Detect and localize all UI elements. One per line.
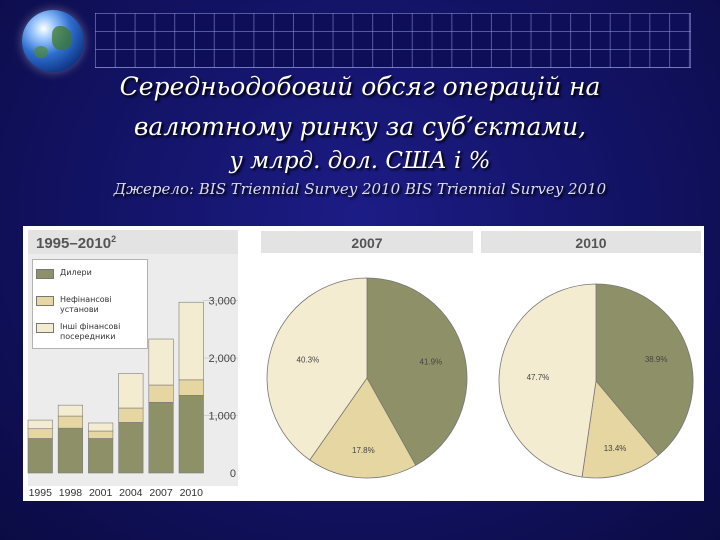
pie-header-2010 [481, 231, 701, 253]
bar-segment-1998-1 [57, 415, 84, 429]
bar-segment-2004-0 [118, 422, 144, 474]
legend-label-other-financial: Інші фінансові посередники [60, 322, 121, 341]
bar-chart-title: 1995–20102 [36, 234, 116, 252]
y-tick-label: 2,000 [208, 353, 236, 365]
chart-panel: 1995–20102 0 1,000 2,000 3,000 1995 1998 2001 20… [23, 226, 704, 501]
bar-segment-2004-2 [118, 373, 144, 409]
pie-slice-2007-2 [266, 277, 368, 461]
pie-label-2010-2: 47.7% [527, 373, 550, 382]
bar-segment-2007-1 [148, 384, 174, 403]
bar-chart-legend: Дилери Нефінансові установи Інші фінансо… [32, 259, 148, 349]
bar-segment-2001-1 [88, 430, 114, 439]
x-tick-label: 2001 [89, 487, 113, 499]
globe-icon [22, 10, 84, 72]
pie-label-2007-1: 17.8% [352, 446, 375, 455]
slide-title-line2: валютному ринку за суб’єктами, [133, 112, 587, 141]
legend-label-dealers: Дилери [60, 268, 92, 277]
x-tick-label: 2010 [180, 487, 204, 499]
x-tick-label: 2007 [149, 487, 173, 499]
bar-segment-2004-1 [118, 407, 144, 423]
bar-segment-1995-1 [27, 428, 53, 439]
bar-segment-1995-2 [27, 419, 53, 430]
slide-title-line1: Середньодобовий обсяг операцій на [119, 72, 601, 101]
legend-label-nonfinancial: Нефінансові установи [60, 295, 112, 314]
pie-slice-2010-1 [581, 380, 659, 479]
bar-panel-header [28, 230, 238, 254]
pie-slice-2007-1 [309, 377, 417, 479]
legend-swatch-other-financial [36, 323, 54, 333]
legend-swatch-dealers [36, 269, 54, 279]
bar-segment-2007-0 [148, 401, 174, 474]
y-tick-label: 3,000 [208, 296, 236, 308]
x-tick-label: 1995 [29, 487, 53, 499]
pie-label-2010-0: 38.9% [645, 355, 668, 364]
pie-title-2007: 2007 [351, 235, 382, 251]
y-tick-label: 0 [230, 468, 236, 480]
pie-title-2010: 2010 [575, 235, 606, 251]
x-tick-label: 1998 [59, 487, 83, 499]
pie-label-2007-2: 40.3% [297, 355, 320, 364]
bar-segment-2010-1 [178, 379, 204, 396]
bar-segment-1998-0 [57, 427, 84, 474]
bar-segment-2010-2 [178, 301, 204, 381]
grid-banner [95, 13, 691, 68]
pie-label-2007-0: 41.9% [420, 357, 443, 366]
legend-swatch-nonfinancial [36, 296, 54, 306]
bar-segment-2001-0 [88, 438, 114, 474]
bar-segment-2007-2 [148, 338, 174, 386]
slide-source-line: Джерело: BIS Triennial Survey 2010 BIS T… [113, 180, 607, 198]
charts-svg: 1995–20102 0 1,000 2,000 3,000 1995 1998 2001 20… [27, 230, 701, 499]
bar-segment-1995-0 [27, 438, 53, 474]
bar-segment-1998-2 [57, 404, 84, 417]
bar-segment-2010-0 [178, 395, 204, 474]
bar-segment-2001-2 [88, 422, 114, 432]
pie-slice-2010-0 [595, 283, 694, 456]
pie-slice-2007-0 [366, 277, 468, 466]
pie-slice-2010-2 [498, 283, 597, 478]
pie-header-2007 [261, 231, 473, 253]
y-tick-label: 1,000 [208, 411, 236, 423]
pie-label-2010-1: 13.4% [604, 444, 627, 453]
slide-units-line: у млрд. дол. США і % [229, 148, 491, 174]
x-tick-label: 2004 [119, 487, 143, 499]
